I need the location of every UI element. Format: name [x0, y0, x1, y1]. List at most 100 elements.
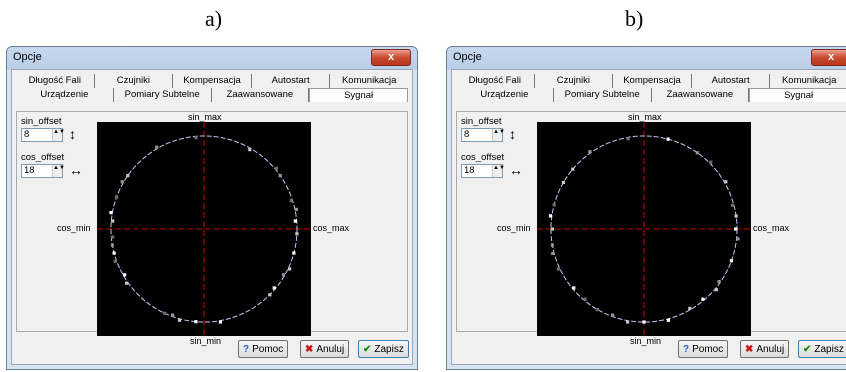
signal-panel: sin_offset 8 ▲▼ ↕ cos_offset 18 ▲▼ ↔ sin_max sin_… — [456, 111, 846, 346]
tab-row-2: Urządzenie Pomiary Subtelne Zaawansowane Sy… — [16, 88, 408, 102]
tab[interactable]: Kompensacja — [613, 74, 692, 88]
sin-min-label: sin_min — [630, 336, 662, 346]
x-mark-icon: ✖ — [745, 344, 754, 355]
tab[interactable]: Autostart — [252, 74, 331, 88]
sin-offset-spinner[interactable]: 8 ▲▼ — [461, 128, 505, 142]
caption-a: a) — [205, 6, 223, 31]
cancel-label: Anuluj — [316, 344, 345, 355]
cos-offset-value: 18 — [464, 165, 475, 176]
data-point — [595, 307, 600, 312]
data-point — [571, 167, 575, 171]
close-button[interactable]: x — [371, 49, 411, 66]
data-point — [110, 243, 114, 247]
tab[interactable]: Sygnał — [309, 88, 408, 102]
data-point — [714, 288, 718, 292]
sin-min-label: sin_min — [190, 336, 222, 346]
data-point — [550, 243, 554, 247]
spin-arrows-icon[interactable]: ▲▼ — [492, 129, 505, 141]
cos-offset-label: cos_offset — [461, 152, 505, 163]
tab[interactable]: Autostart — [692, 74, 771, 88]
title-bar: Opcje x — [447, 47, 846, 69]
tab[interactable]: Długość Fali — [16, 74, 95, 88]
help-button[interactable]: ? Pomoc — [678, 340, 729, 358]
data-point — [293, 219, 297, 223]
tab[interactable]: Pomiary Subtelne — [114, 88, 212, 102]
spin-arrows-icon[interactable]: ▲▼ — [52, 165, 65, 177]
caption-b: b) — [625, 6, 644, 31]
data-point — [171, 313, 175, 317]
data-point — [294, 207, 298, 211]
tab[interactable]: Zaawansowane — [652, 88, 750, 102]
tab[interactable]: Urządzenie — [16, 88, 114, 102]
data-point — [736, 237, 740, 241]
data-point — [688, 306, 692, 310]
sin-offset-value: 8 — [24, 129, 30, 140]
cancel-button[interactable]: ✖ Anuluj — [740, 340, 790, 358]
data-point — [556, 267, 561, 271]
spin-arrows-icon[interactable]: ▲▼ — [492, 165, 505, 177]
tab[interactable]: Czujniki — [535, 74, 614, 88]
cos-offset-spinner[interactable]: 18 ▲▼ — [21, 164, 65, 178]
tab[interactable]: Czujniki — [95, 74, 174, 88]
data-point — [730, 203, 735, 207]
close-button[interactable]: x — [811, 49, 846, 66]
data-point — [113, 259, 117, 263]
question-mark-icon: ? — [243, 344, 250, 355]
data-point — [724, 180, 728, 184]
tab[interactable]: Pomiary Subtelne — [554, 88, 652, 102]
cancel-button[interactable]: ✖ Anuluj — [300, 340, 350, 358]
vertical-double-arrow-icon: ↕ — [509, 126, 516, 142]
data-point — [289, 199, 293, 203]
save-label: Zapisz — [814, 344, 844, 355]
save-label: Zapisz — [374, 344, 404, 355]
data-point — [734, 214, 738, 218]
cos-offset-spinner[interactable]: 18 ▲▼ — [461, 164, 505, 178]
tab-row-1: Długość Fali Czujniki Kompensacja Autostart… — [16, 74, 408, 88]
data-point — [734, 227, 738, 231]
reference-circle — [110, 135, 298, 323]
sin-offset-label: sin_offset — [21, 116, 62, 127]
cos-min-label: cos_min — [497, 223, 531, 233]
help-button[interactable]: ? Pomoc — [238, 340, 289, 358]
data-point — [177, 318, 182, 322]
tab-row-2: Urządzenie Pomiary Subtelne Zaawansowane Sy… — [456, 88, 846, 102]
sin-offset-value: 8 — [464, 129, 470, 140]
spin-arrows-icon[interactable]: ▲▼ — [52, 129, 65, 141]
dialog-body: Długość Fali Czujniki Kompensacja Autostart… — [451, 69, 846, 365]
data-point — [626, 137, 630, 141]
data-point — [248, 148, 252, 152]
cos-min-label: cos_min — [57, 223, 91, 233]
save-button[interactable]: ✔ Zapisz — [358, 340, 409, 358]
data-point — [642, 320, 646, 324]
data-point — [666, 137, 670, 141]
data-point — [709, 160, 713, 164]
tab[interactable]: Zaawansowane — [212, 88, 310, 102]
save-button[interactable]: ✔ Zapisz — [798, 340, 846, 358]
checkmark-icon: ✔ — [803, 344, 812, 355]
sin-offset-label: sin_offset — [461, 116, 502, 127]
tab[interactable]: Kompensacja — [173, 74, 252, 88]
data-point — [695, 151, 699, 155]
data-point — [278, 174, 282, 178]
cos-offset-value: 18 — [24, 165, 35, 176]
data-point — [274, 166, 278, 170]
data-point — [194, 320, 198, 324]
data-point — [163, 311, 167, 315]
sin-offset-spinner[interactable]: 8 ▲▼ — [21, 128, 65, 142]
tab[interactable]: Długość Fali — [456, 74, 535, 88]
data-point — [111, 235, 115, 239]
data-point — [572, 286, 576, 290]
data-point — [626, 320, 630, 324]
tab[interactable]: Komunikacja — [781, 75, 837, 86]
sin-max-label: sin_max — [628, 112, 662, 122]
data-point — [292, 251, 296, 255]
data-point — [112, 251, 116, 255]
plot-canvas — [97, 122, 311, 336]
tab[interactable]: Sygnał — [749, 88, 846, 102]
options-window: Opcje x Długość Fali Czujniki Kompensacja Aut… — [6, 46, 418, 370]
data-point — [111, 219, 115, 223]
data-point — [218, 320, 222, 324]
tab[interactable]: Urządzenie — [456, 88, 554, 102]
tab[interactable]: Komunikacja — [341, 75, 397, 86]
data-point — [272, 286, 276, 290]
